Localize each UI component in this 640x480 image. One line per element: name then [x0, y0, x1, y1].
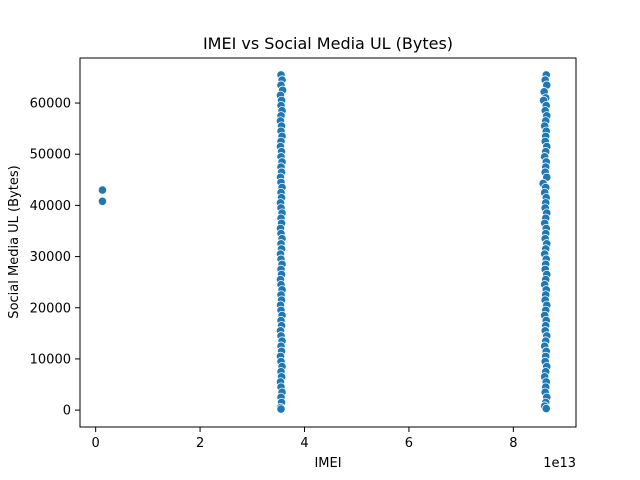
y-tick-label: 10000 — [30, 352, 71, 367]
y-tick-label: 30000 — [30, 250, 71, 265]
x-axis-ticks: 0 2 4 6 8 — [92, 427, 517, 451]
plot-frame — [79, 57, 577, 428]
x-axis-label: IMEI — [314, 456, 341, 471]
chart-title: IMEI vs Social Media UL (Bytes) — [203, 34, 453, 53]
data-point — [541, 403, 551, 414]
y-tick-label: 20000 — [30, 301, 71, 316]
data-point — [97, 185, 108, 195]
x-tick-label: 2 — [196, 436, 204, 451]
y-tick-label: 60000 — [30, 97, 71, 112]
x-tick-label: 0 — [92, 436, 100, 451]
x-tick-label: 4 — [300, 436, 308, 451]
x-tick-label: 8 — [509, 436, 517, 451]
data-point — [276, 404, 286, 414]
y-tick-label: 40000 — [30, 199, 71, 214]
data-point — [97, 196, 108, 206]
x-axis-offset-label: 1e13 — [543, 456, 576, 471]
y-tick-label: 0 — [63, 404, 71, 419]
x-tick-label: 6 — [405, 436, 413, 451]
y-axis-ticks: 0 10000 20000 30000 40000 50000 60000 — [30, 97, 80, 419]
y-axis-label: Social Media UL (Bytes) — [7, 165, 22, 318]
scatter-points — [97, 70, 552, 414]
y-tick-label: 50000 — [30, 148, 71, 163]
